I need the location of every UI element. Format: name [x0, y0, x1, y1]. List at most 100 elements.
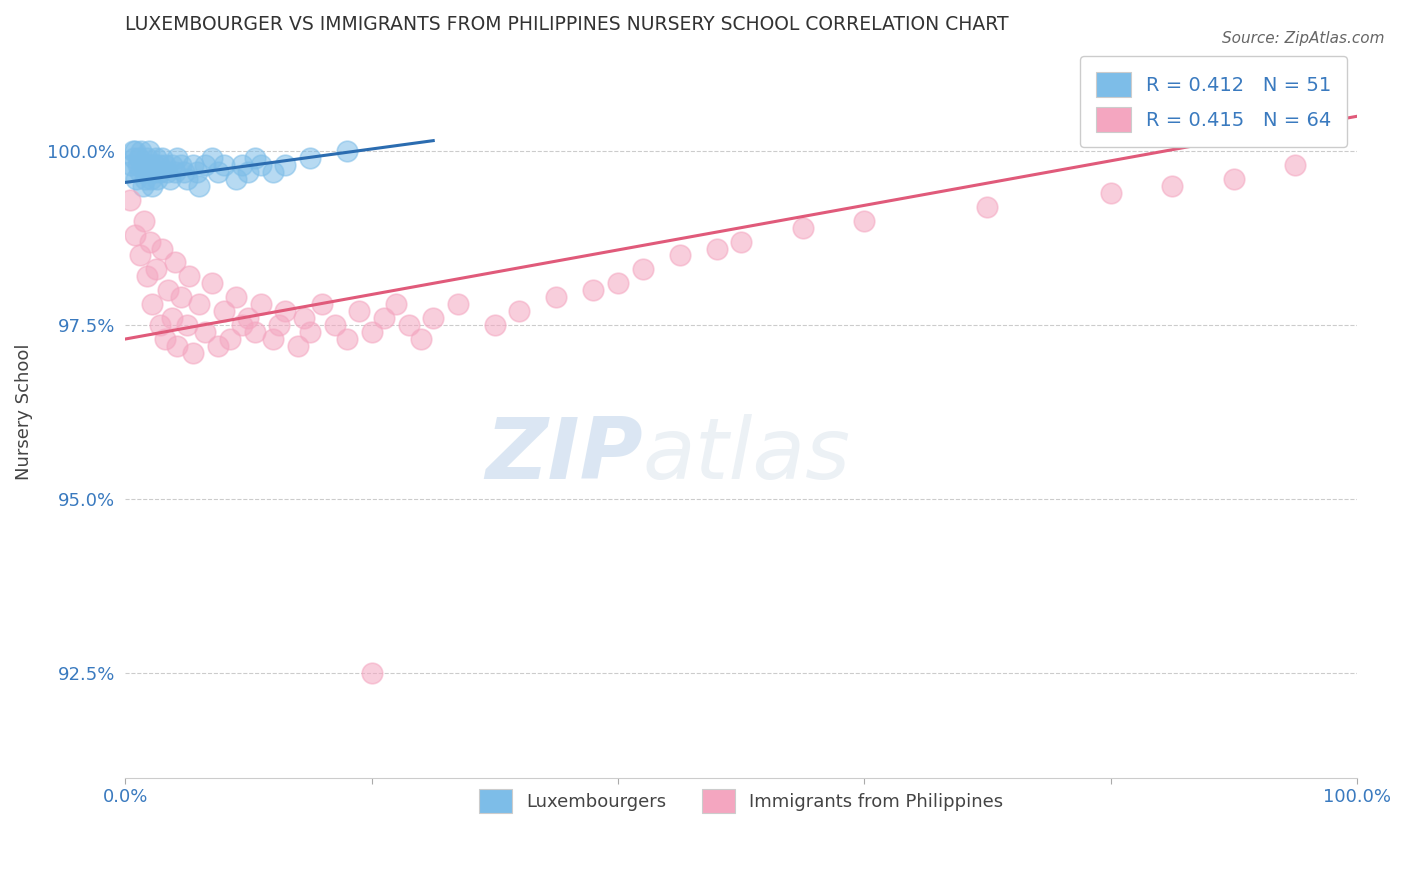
Point	[274, 158, 297, 172]
Point	[124, 144, 146, 158]
Point	[212, 158, 235, 172]
Point	[129, 165, 152, 179]
Point	[163, 255, 186, 269]
Point	[508, 304, 530, 318]
Point	[447, 297, 470, 311]
Point	[131, 178, 153, 193]
Point	[149, 165, 172, 179]
Point	[132, 213, 155, 227]
Point	[299, 325, 322, 339]
Point	[132, 158, 155, 172]
Text: LUXEMBOURGER VS IMMIGRANTS FROM PHILIPPINES NURSERY SCHOOL CORRELATION CHART: LUXEMBOURGER VS IMMIGRANTS FROM PHILIPPI…	[125, 15, 1010, 34]
Point	[128, 151, 150, 165]
Point	[706, 242, 728, 256]
Point	[173, 165, 195, 179]
Point	[336, 144, 359, 158]
Point	[249, 158, 271, 172]
Point	[249, 297, 271, 311]
Point	[194, 325, 217, 339]
Point	[120, 193, 142, 207]
Point	[139, 158, 162, 172]
Point	[160, 311, 183, 326]
Point	[360, 325, 382, 339]
Point	[136, 269, 159, 284]
Point	[582, 283, 605, 297]
Point	[148, 158, 170, 172]
Point	[422, 311, 444, 326]
Point	[160, 158, 183, 172]
Point	[225, 290, 247, 304]
Point	[163, 165, 186, 179]
Point	[194, 158, 217, 172]
Point	[176, 318, 198, 332]
Point	[1161, 178, 1184, 193]
Point	[135, 165, 157, 179]
Point	[668, 248, 690, 262]
Point	[1223, 172, 1246, 186]
Point	[607, 277, 630, 291]
Point	[141, 297, 163, 311]
Point	[323, 318, 346, 332]
Point	[118, 165, 141, 179]
Point	[1099, 186, 1122, 200]
Point	[166, 151, 188, 165]
Point	[262, 332, 284, 346]
Text: ZIP: ZIP	[485, 415, 643, 498]
Point	[484, 318, 506, 332]
Point	[141, 178, 163, 193]
Point	[231, 158, 253, 172]
Point	[262, 165, 284, 179]
Point	[127, 158, 149, 172]
Point	[212, 304, 235, 318]
Point	[159, 172, 181, 186]
Point	[124, 227, 146, 242]
Point	[311, 297, 333, 311]
Point	[145, 262, 167, 277]
Point	[225, 172, 247, 186]
Y-axis label: Nursery School: Nursery School	[15, 343, 32, 481]
Point	[156, 165, 179, 179]
Point	[1284, 158, 1306, 172]
Point	[143, 158, 166, 172]
Point	[136, 151, 159, 165]
Point	[146, 172, 169, 186]
Point	[385, 297, 408, 311]
Point	[243, 151, 266, 165]
Point	[153, 158, 176, 172]
Point	[231, 318, 253, 332]
Point	[181, 346, 204, 360]
Point	[188, 297, 211, 311]
Point	[269, 318, 291, 332]
Point	[150, 151, 173, 165]
Point	[179, 269, 201, 284]
Point	[121, 158, 143, 172]
Point	[138, 144, 160, 158]
Point	[170, 290, 193, 304]
Point	[398, 318, 420, 332]
Point	[153, 332, 176, 346]
Point	[360, 666, 382, 681]
Point	[122, 151, 145, 165]
Point	[373, 311, 395, 326]
Point	[200, 151, 222, 165]
Point	[134, 172, 156, 186]
Point	[186, 165, 208, 179]
Point	[149, 318, 172, 332]
Point	[170, 158, 193, 172]
Point	[207, 165, 229, 179]
Point	[792, 220, 814, 235]
Point	[287, 339, 309, 353]
Point	[141, 172, 163, 186]
Point	[238, 165, 260, 179]
Point	[409, 332, 432, 346]
Point	[274, 304, 297, 318]
Point	[150, 242, 173, 256]
Point	[299, 151, 322, 165]
Point	[243, 325, 266, 339]
Point	[730, 235, 752, 249]
Point	[349, 304, 371, 318]
Point	[546, 290, 568, 304]
Legend: Luxembourgers, Immigrants from Philippines: Luxembourgers, Immigrants from Philippin…	[464, 775, 1018, 827]
Point	[145, 151, 167, 165]
Text: Source: ZipAtlas.com: Source: ZipAtlas.com	[1222, 31, 1385, 46]
